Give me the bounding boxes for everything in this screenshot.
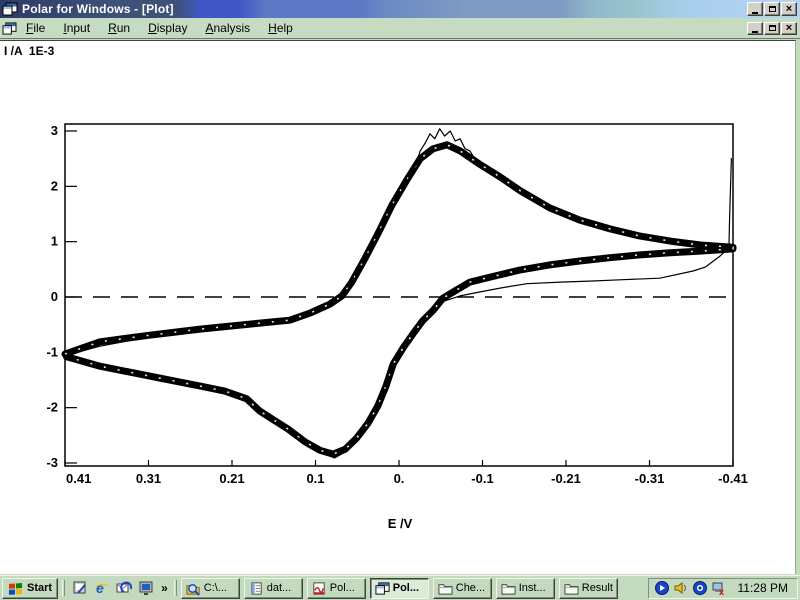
menu-items: File Input Run Display Analysis Help <box>17 19 747 37</box>
fitted-curve <box>61 141 737 458</box>
notepad-icon <box>249 581 264 596</box>
minimize-icon <box>752 11 758 14</box>
experimental-curve <box>65 128 732 459</box>
y-tick-label: 3 <box>51 123 58 138</box>
start-button[interactable]: Start <box>2 577 59 599</box>
folder-window-icon <box>564 581 579 596</box>
plot-frame <box>64 123 734 467</box>
media-player-blue-tray-icon[interactable] <box>654 580 671 596</box>
svg-text:e: e <box>96 580 104 596</box>
x-tick-label: 0.31 <box>136 471 161 486</box>
task-button-6[interactable]: Result <box>558 577 618 599</box>
media-player-blue2-tray-icon[interactable] <box>692 580 709 596</box>
menu-bar: File Input Run Display Analysis Help × <box>0 18 800 39</box>
folder-window-icon <box>501 581 516 596</box>
y-tick-label: -1 <box>46 344 58 359</box>
minimize-icon <box>752 30 758 33</box>
app-icon <box>2 2 18 16</box>
minimize-button[interactable] <box>747 2 763 16</box>
taskbar: Start e » C:\... dat... Pol... Pol... Che...… <box>0 575 800 600</box>
task-button-label: Pol... <box>329 582 355 594</box>
start-label: Start <box>27 582 53 594</box>
system-tray: x 11:28 PM <box>647 577 798 599</box>
window-title: Polar for Windows - [Plot] <box>22 2 174 16</box>
task-button-label: C:\... <box>203 582 227 594</box>
y-tick-label: -3 <box>46 455 58 470</box>
mdi-restore-button[interactable] <box>764 21 780 35</box>
restore-icon <box>768 6 776 12</box>
task-button-label: Inst... <box>518 582 546 594</box>
quick-launch-overflow-chevron[interactable]: » <box>161 581 168 595</box>
mdi-close-button[interactable]: × <box>781 21 797 35</box>
volume-tray-icon[interactable] <box>673 580 690 596</box>
taskbar-divider <box>62 580 66 596</box>
x-tick-label: -0.21 <box>551 471 581 486</box>
menu-file[interactable]: File <box>26 21 46 35</box>
y-tick-label: -2 <box>46 400 58 415</box>
x-tick-label: -0.31 <box>635 471 665 486</box>
svg-text:x: x <box>719 587 724 596</box>
x-tick-label: -0.41 <box>718 471 748 486</box>
internet-explorer-icon[interactable]: e <box>93 580 110 597</box>
network-offline-tray-icon[interactable]: x <box>711 580 728 596</box>
menu-analysis[interactable]: Analysis <box>205 21 251 35</box>
task-button-4[interactable]: Che... <box>432 577 492 599</box>
polar-doc-icon <box>312 581 327 596</box>
title-bar: Polar for Windows - [Plot] × <box>0 0 800 18</box>
task-button-label: Pol... <box>392 582 420 594</box>
y-tick-label: 2 <box>51 178 58 193</box>
menu-input[interactable]: Input <box>63 21 91 35</box>
task-buttons: C:\... dat... Pol... Pol... Che... Inst... Res… <box>180 577 643 599</box>
windows-logo-icon <box>9 583 22 595</box>
menu-help[interactable]: Help <box>268 21 293 35</box>
x-tick-label: 0. <box>394 471 405 486</box>
taskbar-clock: 11:28 PM <box>737 581 788 595</box>
task-button-label: Result <box>581 582 613 594</box>
outlook-express-icon[interactable] <box>115 580 132 597</box>
restore-button[interactable] <box>764 2 780 16</box>
explorer-search-icon <box>186 581 201 596</box>
mdi-minimize-button[interactable] <box>747 21 763 35</box>
polar-window-icon <box>375 581 390 596</box>
y-tick-label: 0 <box>51 289 58 304</box>
task-button-1[interactable]: dat... <box>243 577 303 599</box>
channel-viewer-icon[interactable] <box>137 580 154 597</box>
folder-window-icon <box>438 581 453 596</box>
menu-display[interactable]: Display <box>148 21 188 35</box>
y-tick-label: 1 <box>51 234 58 249</box>
plot-client-area: I /A 1E-3 3 2 1 0 -1 -2 -3 0.41 0.31 0.21 0.1 0. -0.… <box>0 40 796 574</box>
fitted-curve-marker-speckles <box>64 143 734 455</box>
cyclic-voltammogram-plot: 3 2 1 0 -1 -2 -3 0.41 0.31 0.21 0.1 0. -0.1 -0.21 -0.3… <box>46 123 748 531</box>
task-button-label: Che... <box>455 582 486 594</box>
show-desktop-icon[interactable] <box>71 580 88 597</box>
y-axis-unit-label: I /A 1E-3 <box>4 44 55 58</box>
task-button-label: dat... <box>266 582 292 594</box>
x-tick-label: -0.1 <box>471 471 493 486</box>
task-button-3[interactable]: Pol... <box>369 577 429 599</box>
task-button-0[interactable]: C:\... <box>180 577 240 599</box>
close-button[interactable]: × <box>781 2 797 16</box>
mdi-child-icon <box>2 21 17 35</box>
x-tick-label: 0.1 <box>306 471 324 486</box>
task-button-2[interactable]: Pol... <box>306 577 366 599</box>
restore-icon <box>768 25 776 31</box>
x-tick-label: 0.21 <box>219 471 244 486</box>
x-axis-label: E /V <box>388 516 413 531</box>
taskbar-divider <box>173 580 177 596</box>
x-tick-label: 0.41 <box>66 471 91 486</box>
menu-run[interactable]: Run <box>108 21 131 35</box>
quick-launch-bar: e <box>69 580 156 597</box>
task-button-5[interactable]: Inst... <box>495 577 555 599</box>
